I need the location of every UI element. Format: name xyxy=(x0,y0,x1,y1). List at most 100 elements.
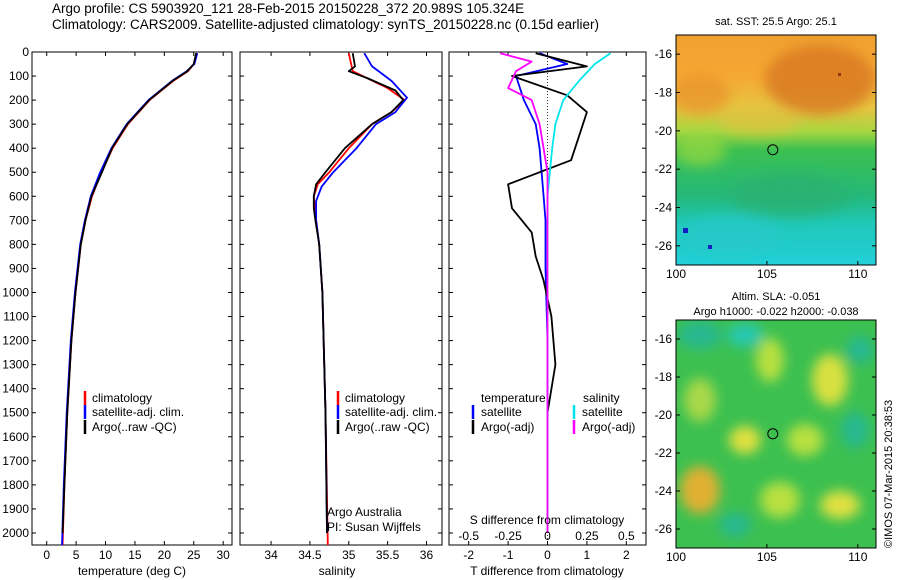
sla-anomaly-low xyxy=(846,336,874,364)
y-tick-label: 0 xyxy=(22,45,29,59)
sla-anomaly-high xyxy=(812,354,848,406)
sst-transition-patch xyxy=(720,106,800,134)
map-x-tick-label: 105 xyxy=(757,550,777,564)
y-tick-label: 500 xyxy=(9,165,29,179)
depth-ticks: 0 100 200 300 400 500 600 700 800 900 1000 1100 1200… xyxy=(2,45,232,540)
difference-xlabel: T difference from climatology xyxy=(470,564,624,578)
y-tick-label: 1300 xyxy=(2,358,29,372)
temperature-x-ticks: 0 5 10 15 20 25 30 xyxy=(43,52,230,562)
x-tick-label: 35.5 xyxy=(376,548,400,562)
sst-cool-patch xyxy=(730,173,850,217)
temperature-xlabel: temperature (deg C) xyxy=(78,564,186,578)
map-y-tick-label: -26 xyxy=(655,522,673,536)
map-y-tick-label: -16 xyxy=(655,332,673,346)
sla-anomaly-low xyxy=(678,321,722,349)
legend-label-sal-argo: Argo(-adj) xyxy=(582,420,635,434)
credit-text: ©IMOS 07-Mar-2015 20:38:53 xyxy=(883,399,895,548)
header-line2: Climatology: CARS2009. Satellite-adjuste… xyxy=(52,17,600,32)
sst-cool-patch xyxy=(680,217,780,253)
map-y-tick-label: -26 xyxy=(655,239,673,253)
map-y-tick-label: -16 xyxy=(655,47,673,61)
y-tick-label: 1900 xyxy=(2,502,29,516)
x2-tick-label: 0.25 xyxy=(575,529,599,543)
x-tick-label: 1 xyxy=(584,548,591,562)
salinity-xlabel: salinity xyxy=(319,564,356,578)
argo-location-marker xyxy=(767,428,779,440)
salinity-x-ticks: 34 34.5 35 35.5 36 xyxy=(264,52,433,562)
y-tick-label: 1600 xyxy=(2,430,29,444)
x-tick-label: 5 xyxy=(73,548,80,562)
sst-warm-patch xyxy=(765,45,875,115)
legend-label-sal-satellite: satellite xyxy=(582,405,623,419)
sla-anomaly-high xyxy=(760,482,800,518)
salinity-panel: 34 34.5 35 35.5 36 salinity climatology sate… xyxy=(239,51,443,578)
header-line1: Argo profile: CS 5903920_121 28-Feb-2015… xyxy=(52,1,525,16)
y-tick-label: 2000 xyxy=(2,526,29,540)
map-y-tick-label: -22 xyxy=(655,162,673,176)
series-line-argo-raw-qc- xyxy=(61,53,197,534)
sla-map: Altim. SLA: -0.051 Argo h1000: -0.022 h2… xyxy=(655,291,877,564)
sst-map-frame xyxy=(675,34,877,266)
series-line-temperature-argo-adj- xyxy=(507,52,588,533)
argo-location-marker xyxy=(767,144,779,156)
legend-label-argo: Argo(..raw -QC) xyxy=(92,420,177,434)
sla-anomaly-low xyxy=(719,513,751,537)
difference-x2-ticks: -0.5 -0.25 0 0.25 0.5 xyxy=(458,529,635,543)
x-tick-label: 34 xyxy=(264,548,278,562)
difference-legend: temperature salinity satellite Argo(-adj… xyxy=(471,391,635,434)
sst-transition-patch xyxy=(676,134,726,166)
x-tick-label: 20 xyxy=(158,548,172,562)
y-tick-label: 1800 xyxy=(2,478,29,492)
sst-map-ticks: -16 -18 -20 -22 -24 -26 100 105 110 xyxy=(655,47,876,281)
legend-label-satellite: satellite-adj. clim. xyxy=(92,405,184,419)
x-tick-label: -2 xyxy=(463,548,474,562)
x-tick-label: 10 xyxy=(99,548,113,562)
y-tick-label: 700 xyxy=(9,213,29,227)
sst-map-title: sat. SST: 25.5 Argo: 25.1 xyxy=(715,16,837,28)
legend-header-salinity: salinity xyxy=(583,391,620,405)
y-tick-label: 100 xyxy=(9,69,29,83)
y-tick-label: 1500 xyxy=(2,406,29,420)
sst-pixel xyxy=(683,228,688,233)
x2-tick-label: 0.5 xyxy=(618,529,635,543)
legend-label-temp-argo: Argo(-adj) xyxy=(481,420,534,434)
sla-anomaly-high xyxy=(820,491,860,519)
difference-x-ticks: -2 -1 0 1 2 xyxy=(463,52,630,562)
sst-pixel xyxy=(708,245,712,249)
series-line-argo-raw-qc- xyxy=(312,53,405,534)
x-tick-label: -1 xyxy=(503,548,514,562)
y-tick-label: 300 xyxy=(9,117,29,131)
y-tick-label: 1200 xyxy=(2,334,29,348)
legend-label-satellite: satellite-adj. clim. xyxy=(345,405,437,419)
legend-label-climatology: climatology xyxy=(345,391,405,405)
legend-label-temp-satellite: satellite xyxy=(481,405,522,419)
x-tick-label: 2 xyxy=(623,548,630,562)
legend-header-temperature: temperature xyxy=(481,391,546,405)
map-x-tick-label: 105 xyxy=(757,267,777,281)
sla-anomaly-high xyxy=(729,426,761,454)
legend-label-argo: Argo(..raw -QC) xyxy=(345,420,430,434)
sla-anomaly-low xyxy=(727,323,763,347)
y-tick-label: 1100 xyxy=(3,310,29,324)
x-tick-label: 25 xyxy=(187,548,201,562)
x-tick-label: 34.5 xyxy=(298,548,322,562)
difference-x2label: S difference from climatology xyxy=(470,513,625,527)
sla-anomaly-high xyxy=(787,424,823,456)
map-y-tick-label: -24 xyxy=(655,484,673,498)
map-y-tick-label: -18 xyxy=(655,86,673,100)
difference-panel: -2 -1 0 1 2 T difference from climatology S … xyxy=(448,51,647,578)
x-tick-label: 0 xyxy=(544,548,551,562)
sla-anomaly-high xyxy=(684,378,716,422)
sst-pixel xyxy=(838,73,841,76)
x-tick-label: 0 xyxy=(43,548,50,562)
map-x-tick-label: 110 xyxy=(848,267,867,281)
annotation-pi: PI: Susan Wijffels xyxy=(327,520,421,534)
sla-map-title-line2: Argo h1000: -0.022 h2000: -0.038 xyxy=(693,306,858,318)
y-tick-label: 1400 xyxy=(2,382,29,396)
map-x-tick-label: 100 xyxy=(666,550,686,564)
x2-tick-label: 0 xyxy=(544,529,551,543)
map-y-tick-label: -18 xyxy=(655,370,673,384)
y-tick-label: 600 xyxy=(9,189,29,203)
map-y-tick-label: -22 xyxy=(655,446,673,460)
